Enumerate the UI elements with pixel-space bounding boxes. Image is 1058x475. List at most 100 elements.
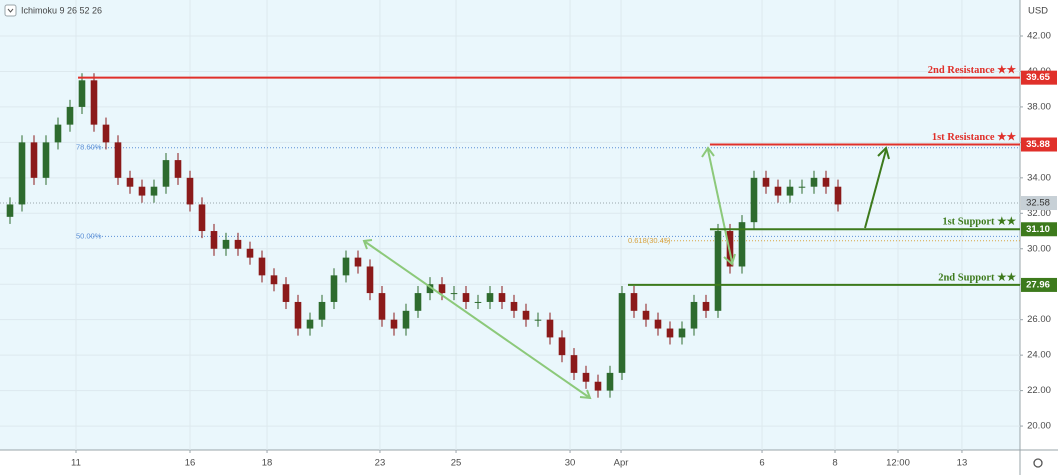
- candle-body: [546, 319, 554, 338]
- x-tick-label: Apr: [614, 458, 629, 469]
- candle-body: [678, 328, 686, 338]
- candle-body: [90, 80, 98, 125]
- candle-body: [126, 177, 134, 187]
- y-tick-label: 38.00: [1027, 101, 1051, 112]
- chevron: [7, 8, 14, 13]
- candle-body: [618, 293, 626, 373]
- y-tick-label: 26.00: [1027, 314, 1051, 325]
- current-price-label: 32.58: [1026, 198, 1050, 209]
- candle-body: [774, 186, 782, 196]
- candle-body: [174, 160, 182, 178]
- x-tick-label: 23: [375, 458, 386, 469]
- candle-body: [558, 337, 566, 356]
- price-tag: [1021, 222, 1057, 237]
- candle-body: [462, 293, 470, 302]
- candle-body: [222, 239, 230, 249]
- level-label: 1st Resistance ★★: [932, 131, 1017, 143]
- level-label: 2nd Support ★★: [938, 271, 1016, 283]
- candle-body: [690, 301, 698, 329]
- y-tick-label: 32.00: [1027, 208, 1051, 219]
- candle-body: [258, 257, 266, 276]
- x-tick-label: 8: [832, 458, 837, 469]
- candle-body: [630, 293, 638, 311]
- arrow: [864, 149, 887, 229]
- y-tick-label: 20.00: [1027, 421, 1051, 432]
- candle-body: [666, 328, 674, 338]
- candle-body: [414, 293, 422, 311]
- candle-body: [354, 257, 362, 267]
- candle-body: [702, 301, 710, 311]
- fib-label: 0.618(30.45): [628, 236, 671, 245]
- price-tag: [1021, 70, 1057, 85]
- current-price-tag: [1021, 196, 1057, 211]
- y-tick-label: 22.00: [1027, 385, 1051, 396]
- x-tick-label: 25: [451, 458, 462, 469]
- candle-body: [522, 310, 530, 320]
- candle-body: [114, 142, 122, 178]
- candle-body: [810, 177, 818, 187]
- level-label: 1st Support ★★: [942, 216, 1016, 228]
- arrow: [363, 240, 591, 399]
- price-tag-label: 35.88: [1026, 139, 1050, 150]
- candle-body: [822, 177, 830, 187]
- candle-body: [186, 177, 194, 205]
- arrow-head: [723, 253, 736, 266]
- candle-body: [294, 301, 302, 329]
- candle-body: [66, 106, 74, 125]
- axes: 20.0022.0024.0026.0028.0030.0032.0034.00…: [71, 31, 1057, 469]
- candle-body: [450, 293, 458, 295]
- y-tick-label: 24.00: [1027, 350, 1051, 361]
- candle-body: [714, 231, 722, 311]
- x-tick-label: 16: [185, 458, 196, 469]
- candle-body: [318, 301, 326, 320]
- y-tick-label: 34.00: [1027, 172, 1051, 183]
- arrow-head: [701, 146, 715, 158]
- candle-body: [498, 293, 506, 302]
- candle-body: [342, 257, 350, 276]
- candle-body: [786, 186, 794, 196]
- candle-body: [150, 186, 158, 196]
- level-label: 2nd Resistance ★★: [928, 64, 1017, 76]
- candle-body: [198, 204, 206, 232]
- currency-label: USD: [1028, 6, 1048, 17]
- y-tick-label: 42.00: [1027, 31, 1051, 42]
- indicator-toggle[interactable]: [4, 4, 17, 17]
- indicator-label: Ichimoku 9 26 52 26: [21, 5, 102, 15]
- candle-body: [246, 248, 254, 258]
- fib-levels: 78.60% 50.00% 0.618(30.45): [0, 143, 1020, 245]
- price-tag-label: 27.96: [1026, 279, 1050, 290]
- candle-body: [750, 177, 758, 223]
- price-tag-label: 39.65: [1026, 72, 1050, 83]
- candle-body: [282, 284, 290, 302]
- x-tick-label: 11: [71, 458, 81, 469]
- candle-body: [486, 293, 494, 302]
- x-tick-label: 18: [262, 458, 273, 469]
- settings-icon[interactable]: [1033, 458, 1043, 468]
- candle-body: [234, 239, 242, 249]
- candle-body: [834, 186, 842, 205]
- candle-body: [582, 372, 590, 382]
- candle-body: [606, 372, 614, 391]
- candle-body: [570, 355, 578, 373]
- candle-body: [390, 319, 398, 329]
- candle-body: [42, 142, 50, 178]
- grid: [0, 0, 1020, 450]
- candle-body: [270, 275, 278, 285]
- candle-body: [162, 160, 170, 187]
- candle-body: [426, 284, 434, 294]
- price-tag-label: 31.10: [1026, 224, 1050, 235]
- candle-body: [642, 310, 650, 320]
- candle-body: [510, 301, 518, 311]
- candle-body: [798, 186, 806, 188]
- x-tick-label: 6: [759, 458, 764, 469]
- arrow-head: [579, 389, 592, 400]
- fib-label: 78.60%: [76, 143, 102, 152]
- x-tick-label: 12:00: [886, 458, 910, 469]
- candle-body: [738, 222, 746, 267]
- candle-body: [102, 124, 110, 143]
- candles: [6, 73, 842, 398]
- price-tag: [1021, 277, 1057, 292]
- candle-body: [762, 177, 770, 187]
